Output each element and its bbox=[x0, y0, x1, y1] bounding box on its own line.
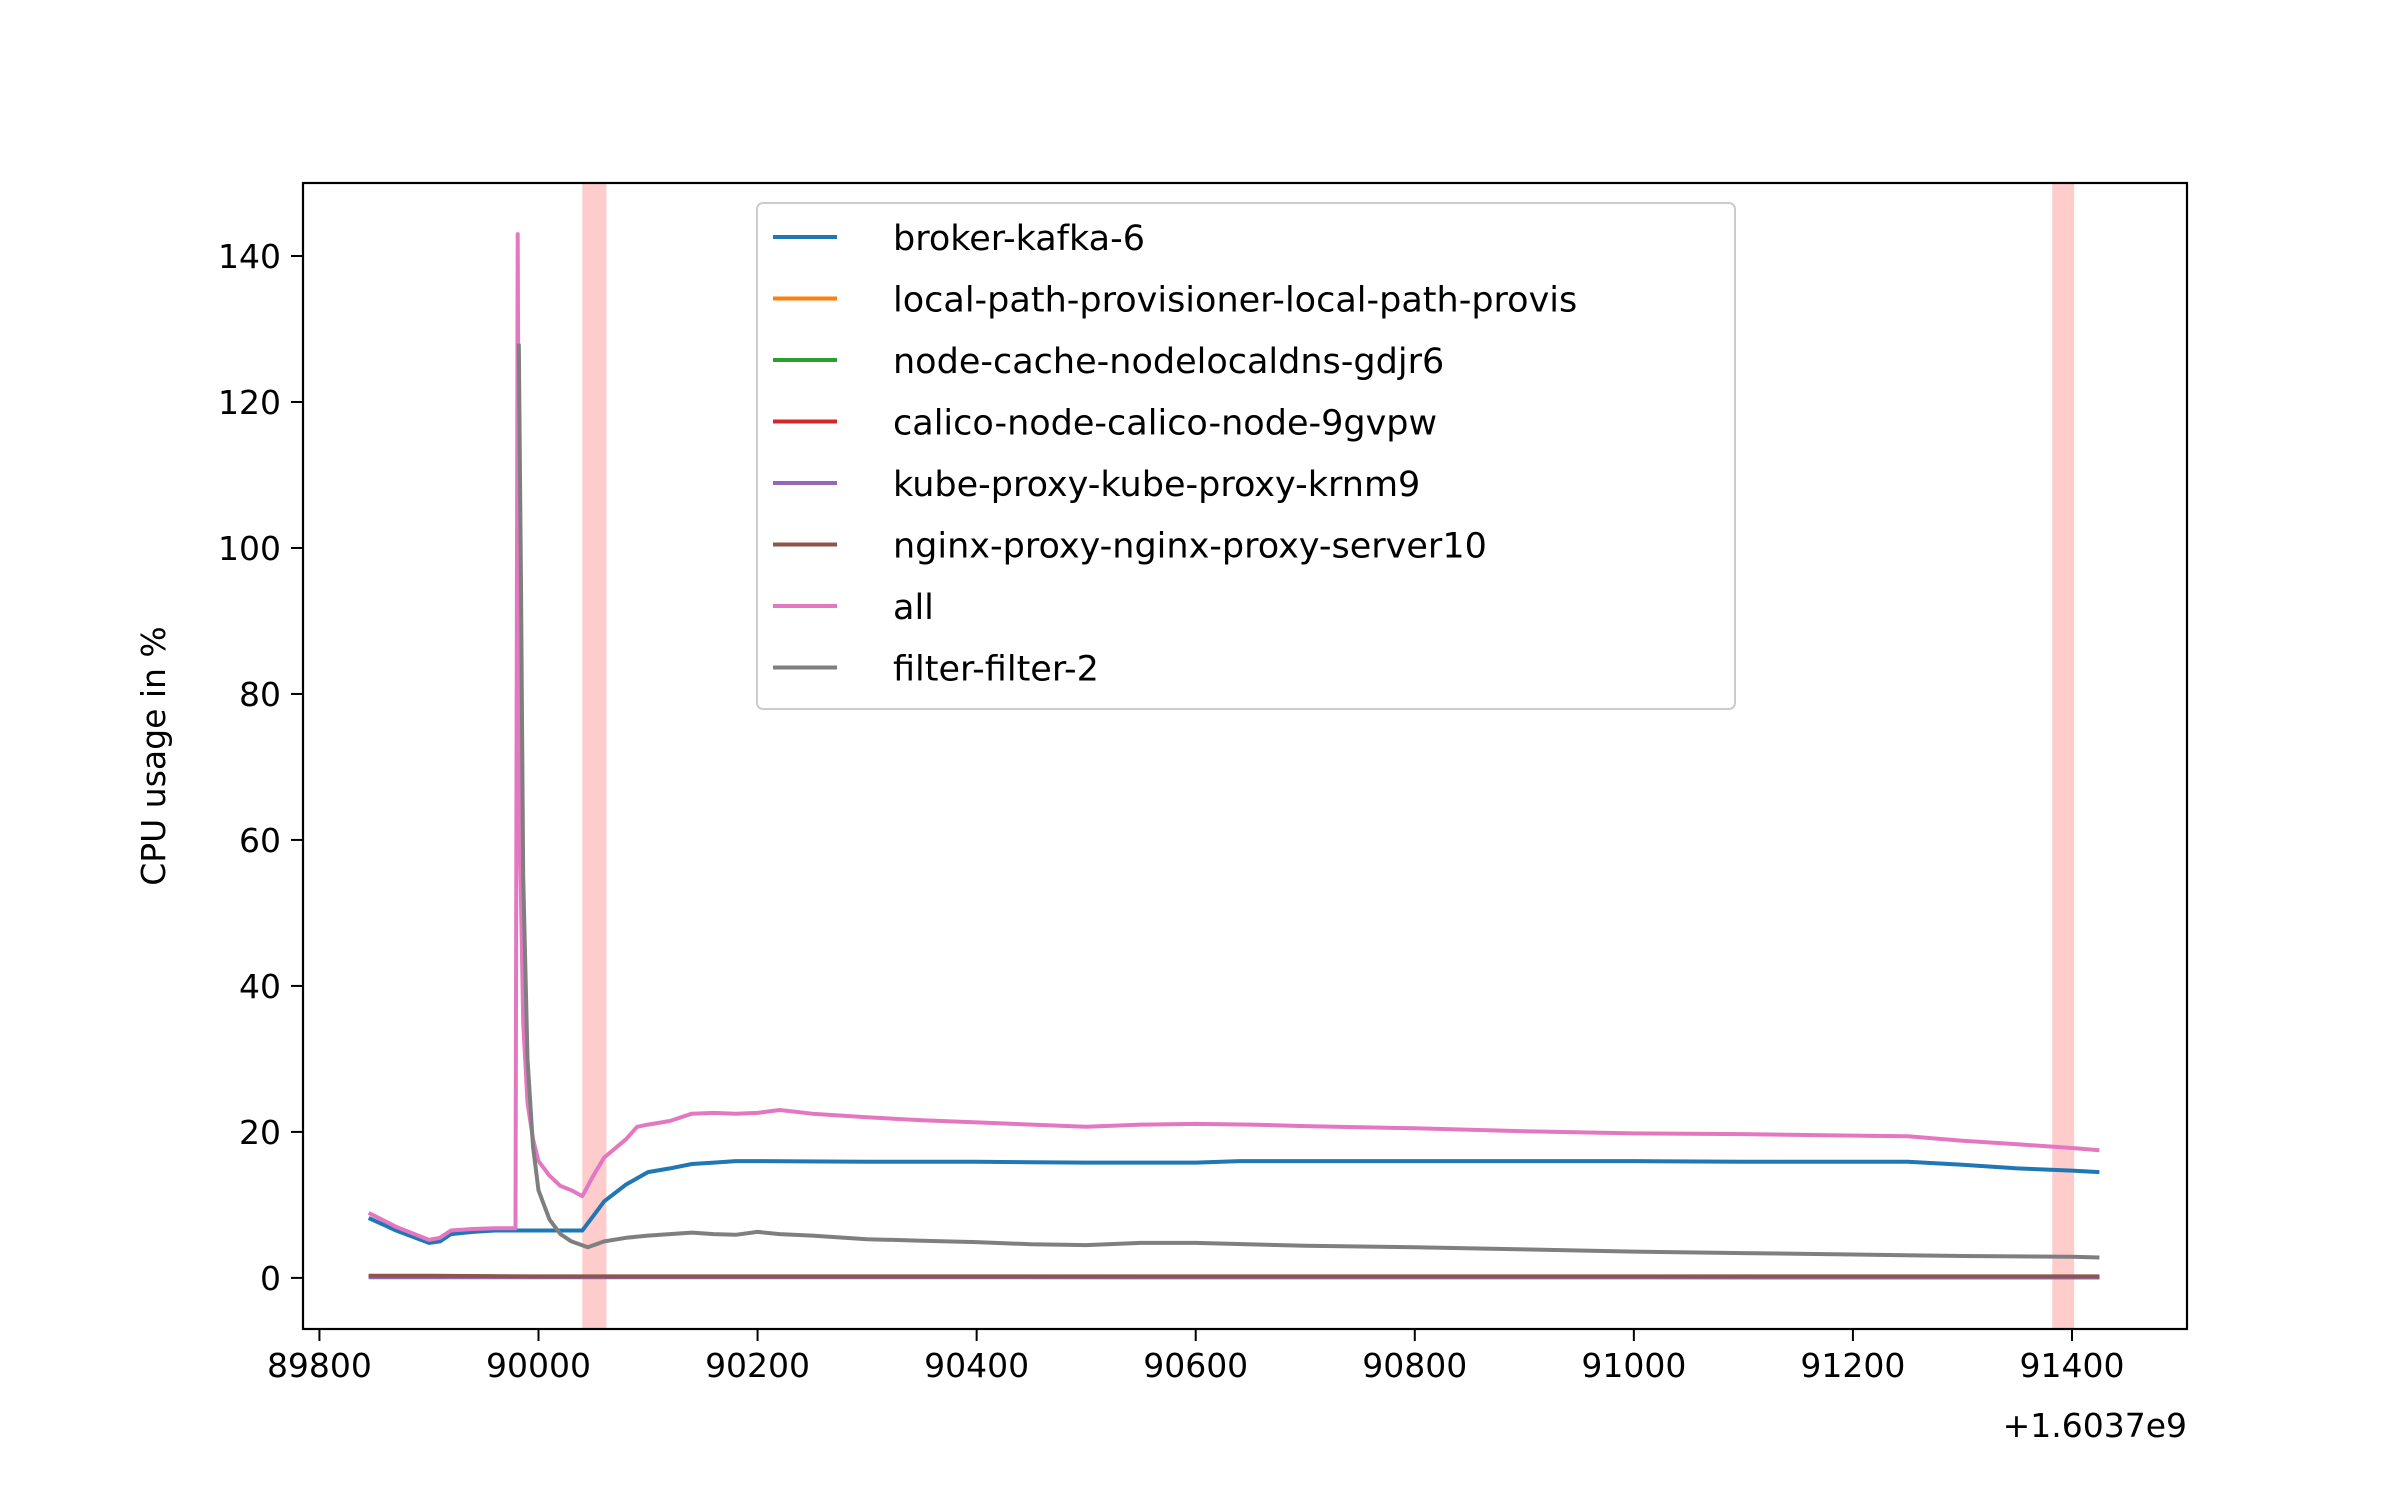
x-tick-label: 91400 bbox=[2019, 1346, 2124, 1385]
legend-label-8: filter-filter-2 bbox=[893, 650, 1099, 690]
legend-label-6: nginx-proxy-nginx-proxy-server10 bbox=[893, 527, 1487, 567]
x-tick-label: 91200 bbox=[1800, 1346, 1905, 1385]
legend-label-7: all bbox=[893, 588, 934, 628]
legend-box bbox=[756, 202, 1736, 710]
x-tick-label: 90000 bbox=[486, 1346, 591, 1385]
y-tick-label: 20 bbox=[239, 1113, 281, 1152]
legend: broker-kafka-6 local-path-provisioner-loc… bbox=[756, 202, 1736, 710]
x-tick-label: 89800 bbox=[267, 1346, 372, 1385]
y-tick-label: 60 bbox=[239, 821, 281, 860]
legend-label-5: kube-proxy-kube-proxy-krnm9 bbox=[893, 465, 1420, 505]
legend-label-4: calico-node-calico-node-9gvpw bbox=[893, 404, 1437, 444]
x-axis-offset-label: +1.6037e9 bbox=[2003, 1406, 2187, 1445]
x-tick-label: 90800 bbox=[1362, 1346, 1467, 1385]
highlight-bands bbox=[582, 183, 2075, 1329]
y-tick-label: 40 bbox=[239, 967, 281, 1006]
series-line-7 bbox=[367, 232, 2100, 1242]
x-axis: 89800 90000 90200 90400 90600 90800 91000 91200… bbox=[267, 1329, 2124, 1385]
y-tick-label: 140 bbox=[218, 237, 281, 276]
legend-label-2: local-path-provisioner-local-path-provis bbox=[893, 281, 1577, 321]
highlight-band-2 bbox=[2052, 183, 2075, 1329]
x-tick-label: 90400 bbox=[924, 1346, 1029, 1385]
series-lines bbox=[367, 232, 2100, 1280]
highlight-band-1 bbox=[582, 183, 607, 1329]
y-tick-label: 0 bbox=[260, 1259, 281, 1298]
x-tick-label: 90600 bbox=[1143, 1346, 1248, 1385]
series-line-1 bbox=[367, 1159, 2100, 1245]
legend-label-1: broker-kafka-6 bbox=[893, 219, 1145, 259]
y-axis: 0 20 40 60 80 100 120 140 bbox=[218, 237, 303, 1298]
x-tick-label: 91000 bbox=[1581, 1346, 1686, 1385]
legend-label-3: node-cache-nodelocaldns-gdjr6 bbox=[893, 342, 1444, 382]
x-tick-label: 90200 bbox=[705, 1346, 810, 1385]
y-tick-label: 100 bbox=[218, 529, 281, 568]
y-axis-label: CPU usage in % bbox=[134, 626, 173, 886]
y-tick-label: 120 bbox=[218, 383, 281, 422]
y-tick-label: 80 bbox=[239, 675, 281, 714]
series-line-8 bbox=[516, 343, 2100, 1260]
plot-frame bbox=[301, 181, 2189, 1331]
series-line-6 bbox=[368, 1273, 2100, 1279]
